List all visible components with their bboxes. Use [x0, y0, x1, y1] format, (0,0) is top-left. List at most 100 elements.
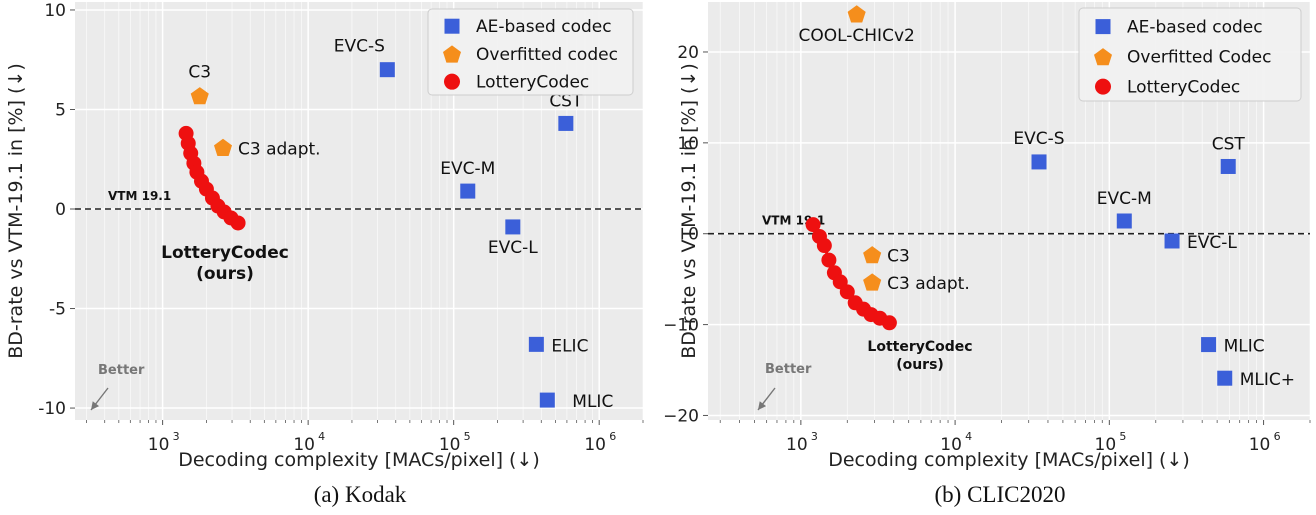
- overfitted-codec-label: C3: [887, 247, 910, 267]
- lotterycodec-point: [805, 217, 821, 233]
- legend-marker-overfitted: [1094, 48, 1112, 66]
- x-tick-label: 10: [786, 435, 808, 455]
- ae-codec-label: EVC-M: [1097, 189, 1152, 209]
- x-axis-label: Decoding complexity [MACs/pixel] (↓): [178, 449, 540, 471]
- lotterycodec-point: [839, 284, 855, 300]
- legend: AE-based codec Overfitted Codec LotteryCod…: [1078, 7, 1302, 102]
- ae-codec-label: MLIC+: [1240, 370, 1295, 390]
- y-tick-label: 20: [677, 43, 699, 63]
- y-axis-label: BD-rate vs VTM-19.1 in [%] (↓): [5, 63, 27, 359]
- legend-marker-lotterycodec: [1095, 78, 1111, 95]
- legend-marker-ae: [444, 18, 460, 34]
- y-tick-label: -5: [49, 300, 66, 320]
- ae-codec-point: [379, 62, 395, 78]
- overfitted-codec-label: C3 adapt.: [238, 139, 321, 159]
- legend-label: LotteryCodec: [476, 73, 589, 93]
- ae-codec-label: EVC-M: [440, 159, 495, 179]
- ae-codec-label: EVC-S: [334, 37, 385, 57]
- ae-codec-point: [558, 115, 574, 131]
- x-tick-label: 10: [148, 435, 170, 455]
- caption-kodak: (a) Kodak: [313, 482, 407, 507]
- ae-codec-label: ELIC: [551, 336, 588, 356]
- x-tick-exponent: 5: [464, 430, 471, 443]
- ae-codec-label: MLIC: [1224, 337, 1265, 357]
- overfitted-codec-point: [863, 246, 882, 264]
- ae-codec-point: [1217, 370, 1233, 386]
- lotterycodec-point: [816, 238, 832, 254]
- lotterycodec-point: [821, 252, 837, 268]
- ae-codec-label: CST: [1212, 134, 1246, 154]
- ae-codec-point: [1220, 158, 1236, 174]
- overfitted-codec-label: C3 adapt.: [887, 274, 970, 294]
- x-tick-exponent: 4: [318, 430, 325, 443]
- overfitted-codec-label: C3: [188, 63, 211, 83]
- x-tick-exponent: 5: [1119, 430, 1126, 443]
- ae-codec-point: [1201, 337, 1217, 353]
- y-tick-label: 10: [44, 1, 66, 21]
- ae-codec-label: EVC-L: [1187, 233, 1237, 253]
- x-tick-label: 10: [1249, 435, 1271, 455]
- x-tick-label: 10: [293, 435, 315, 455]
- legend-label: AE-based codec: [476, 17, 612, 37]
- legend-box: [1078, 7, 1302, 102]
- better-label: Better: [765, 362, 812, 377]
- ae-codec-point: [460, 183, 476, 199]
- overfitted-codec-label: COOL-CHICv2: [798, 26, 914, 46]
- lotterycodec-label-ours: (ours): [896, 357, 944, 373]
- ae-codec-point: [1164, 233, 1180, 249]
- y-tick-label: −20: [663, 406, 699, 426]
- y-tick-label: 10: [677, 134, 699, 154]
- caption-clic2020: (b) CLIC2020: [934, 482, 1066, 507]
- lotterycodec-label: LotteryCodec: [161, 243, 289, 263]
- x-tick-exponent: 3: [173, 430, 180, 443]
- legend-label: Overfitted Codec: [1127, 48, 1271, 68]
- x-tick-exponent: 6: [609, 430, 616, 443]
- legend-marker-lotterycodec: [444, 73, 460, 90]
- ae-codec-point: [528, 336, 544, 352]
- lotterycodec-label: LotteryCodec: [867, 339, 972, 355]
- ae-codec-point: [505, 219, 521, 235]
- y-tick-label: 0: [55, 200, 66, 220]
- legend-box: [427, 8, 634, 96]
- ae-codec-point: [1116, 213, 1132, 229]
- overfitted-codec-point: [847, 5, 866, 23]
- ae-codec-label: EVC-L: [488, 238, 538, 258]
- y-tick-label: 5: [55, 100, 66, 120]
- legend-marker-overfitted: [443, 45, 461, 63]
- legend-label: AE-based codec: [1127, 18, 1263, 38]
- better-arrow-head: [758, 401, 767, 410]
- ae-codec-point: [1031, 154, 1047, 170]
- y-tick-label: 0: [688, 225, 699, 245]
- legend-marker-ae: [1095, 19, 1111, 35]
- x-tick-exponent: 6: [1274, 430, 1281, 443]
- y-tick-label: -10: [38, 399, 66, 419]
- ae-codec-point: [539, 392, 555, 408]
- y-axis-label: BD-rate vs VTM-19.1 in [%] (↓): [678, 63, 700, 359]
- overfitted-codec-point: [190, 87, 209, 105]
- x-tick-label: 10: [439, 435, 461, 455]
- x-tick-label: 10: [940, 435, 962, 455]
- x-axis-label: Decoding complexity [MACs/pixel] (↓): [828, 449, 1190, 471]
- legend-label: Overfitted codec: [476, 45, 618, 65]
- y-tick-label: −10: [663, 316, 699, 336]
- x-tick-label: 10: [1095, 435, 1117, 455]
- x-tick-label: 10: [584, 435, 606, 455]
- lotterycodec-point: [230, 215, 246, 231]
- x-tick-exponent: 4: [965, 430, 972, 443]
- ae-codec-label: CST: [549, 91, 583, 111]
- better-arrow-head: [91, 401, 100, 410]
- lotterycodec-label-ours: (ours): [196, 264, 254, 284]
- reference-line-label: VTM 19.1: [108, 189, 171, 203]
- overfitted-codec-point: [214, 138, 232, 156]
- legend: AE-based codec Overfitted codec LotteryCod…: [427, 8, 634, 96]
- ae-codec-label: MLIC: [572, 392, 613, 412]
- legend-label: LotteryCodec: [1127, 78, 1240, 98]
- overfitted-codec-point: [863, 273, 882, 291]
- ae-codec-label: EVC-S: [1013, 129, 1064, 149]
- x-tick-exponent: 3: [811, 430, 818, 443]
- lotterycodec-point: [881, 315, 897, 331]
- better-label: Better: [98, 363, 145, 378]
